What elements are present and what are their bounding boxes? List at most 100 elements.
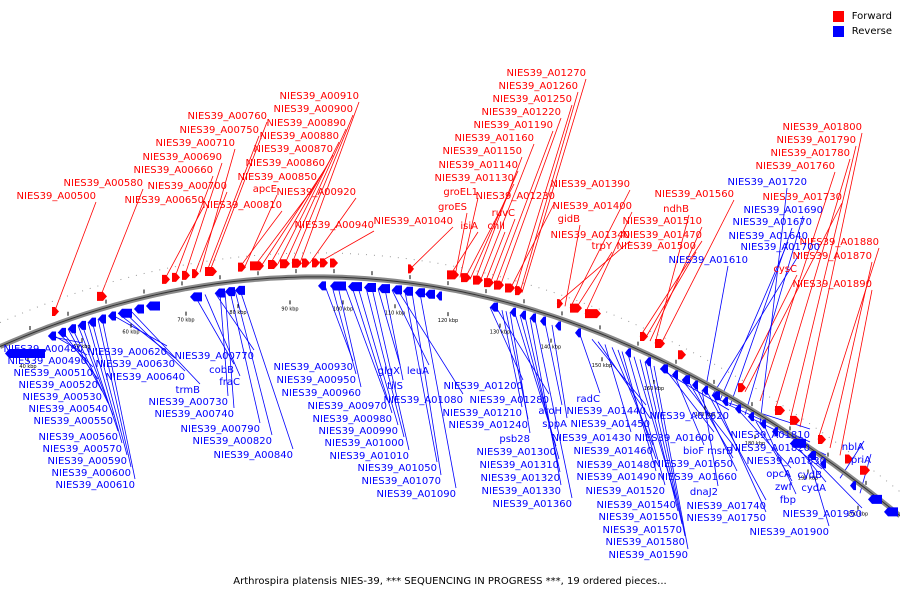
gene-label-nies39-a01820: NIES39_A01820 — [731, 443, 810, 454]
gene-label-nies39-a00530: NIES39_A00530 — [23, 392, 102, 403]
forward-gene-arrow — [494, 280, 504, 290]
gene-label-nies39-a01440: NIES39_A01440 — [567, 406, 646, 417]
label-leader-line — [815, 460, 863, 509]
gene-label-nies39-a01260: NIES39_A01260 — [499, 81, 578, 92]
gene-label-nies39-a01480: NIES39_A01480 — [577, 460, 656, 471]
reverse-gene-arrow — [625, 348, 631, 358]
gene-label-psb28: psb28 — [499, 434, 530, 445]
gene-label-frac: fraC — [219, 377, 240, 388]
label-leader-line — [799, 132, 863, 428]
gene-label-nies39-a00590: NIES39_A00590 — [48, 456, 127, 467]
map-caption: Arthrospira platensis NIES-39, *** SEQUE… — [233, 576, 667, 587]
forward-gene-arrow — [738, 383, 746, 393]
forward-gene-arrow — [330, 258, 338, 268]
label-leader-line — [291, 114, 354, 264]
gene-label-nies39-a01500: NIES39_A01500 — [617, 241, 696, 252]
forward-gene-arrow — [473, 275, 483, 285]
gene-label-nies39-a00700: NIES39_A00700 — [148, 181, 227, 192]
gene-label-nies39-a01550: NIES39_A01550 — [599, 512, 678, 523]
reverse-gene-arrow — [330, 281, 346, 291]
gene-label-nies39-a01670: NIES39_A01670 — [733, 217, 812, 228]
reverse-gene-arrow — [78, 320, 86, 330]
label-leader-line — [411, 292, 442, 476]
gene-label-pria: priA — [851, 455, 871, 466]
reverse-gene-arrow — [415, 288, 425, 298]
label-leader-line — [509, 201, 556, 290]
label-leader-line — [357, 286, 399, 426]
label-leader-line — [277, 141, 340, 265]
gene-label-nies39-a00750: NIES39_A00750 — [180, 125, 259, 136]
gene-label-nies39-a01610: NIES39_A01610 — [669, 255, 748, 266]
gene-label-nies39-a00600: NIES39_A00600 — [52, 468, 131, 479]
forward-gene-arrow — [860, 465, 870, 475]
gene-label-cydb: cydB — [797, 470, 822, 481]
gene-label-nies39-a01270: NIES39_A01270 — [507, 68, 586, 79]
label-leader-line — [81, 323, 119, 432]
label-leader-line — [649, 364, 686, 537]
reverse-gene-arrow — [520, 310, 526, 320]
gene-label-nies39-a00910: NIES39_A00910 — [280, 91, 359, 102]
gene-label-radc: radC — [576, 394, 600, 405]
forward-gene-arrow — [238, 262, 246, 272]
label-leader-line — [551, 324, 568, 419]
reverse-gene-arrow — [146, 301, 160, 311]
label-leader-line — [317, 230, 375, 264]
label-leader-line — [384, 289, 404, 381]
reverse-gene-arrow — [808, 450, 816, 460]
gene-label-nies39-a01400: NIES39_A01400 — [553, 201, 632, 212]
scale-tick-label: 60 kbp — [122, 330, 139, 336]
reverse-gene-arrow — [540, 316, 546, 326]
label-leader-line — [324, 285, 354, 362]
gene-label-nies39-a00940: NIES39_A00940 — [295, 220, 374, 231]
label-leader-line — [459, 197, 479, 278]
label-leader-line — [739, 411, 792, 469]
gene-label-cyda: cydA — [801, 483, 826, 494]
gene-label-nies39-a00690: NIES39_A00690 — [143, 152, 222, 163]
scale-tick-label: 50 kbp — [73, 344, 90, 350]
label-leader-line — [404, 291, 438, 463]
gene-label-nies39-a00900: NIES39_A00900 — [274, 104, 353, 115]
reverse-gene-arrow — [850, 481, 856, 491]
label-leader-line — [509, 312, 531, 434]
gene-label-nies39-a01430: NIES39_A01430 — [552, 433, 631, 444]
reverse-gene-arrow — [722, 396, 728, 406]
label-leader-line — [579, 334, 601, 394]
forward-gene-arrow — [447, 270, 459, 280]
gene-label-nies39-a01090: NIES39_A01090 — [377, 489, 456, 500]
reverse-gene-arrow — [672, 370, 678, 380]
gene-label-nies39-a01570: NIES39_A01570 — [603, 525, 682, 536]
forward-gene-arrow — [172, 272, 180, 282]
label-leader-line — [644, 361, 683, 525]
forward-gene-arrow — [585, 309, 601, 319]
gene-label-nies39-a00730: NIES39_A00730 — [149, 397, 228, 408]
gene-label-nies39-a01220: NIES39_A01220 — [482, 107, 561, 118]
reverse-gene-arrow — [530, 313, 536, 323]
gene-label-nies39-a01730: NIES39_A01730 — [763, 192, 842, 203]
label-leader-line — [67, 328, 103, 392]
label-leader-line — [774, 158, 851, 411]
label-leader-line — [371, 287, 410, 451]
scale-tick-label: 70 kbp — [177, 318, 194, 324]
reverse-gene-arrow — [88, 317, 96, 327]
label-leader-line — [744, 215, 804, 415]
gene-label-nbla: nblA — [842, 442, 864, 453]
gene-label-nies39-a01200: NIES39_A01200 — [444, 381, 523, 392]
label-leader-line — [474, 156, 523, 281]
label-leader-line — [653, 365, 689, 550]
label-leader-line — [719, 241, 789, 401]
gene-label-nies39-a01150: NIES39_A01150 — [443, 146, 522, 157]
label-leader-line — [61, 330, 99, 380]
label-leader-line — [209, 121, 268, 271]
gene-label-zwf: zwf — [775, 482, 792, 493]
gene-label-nies39-a01620: NIES39_A01620 — [650, 411, 729, 422]
reverse-gene-arrow — [660, 364, 668, 374]
scale-tick-label: 140 kbp — [541, 345, 561, 351]
gene-label-trmb: trmB — [176, 385, 201, 396]
label-leader-line — [534, 319, 573, 499]
label-leader-line — [199, 148, 236, 273]
label-leader-line — [829, 261, 873, 449]
scale-tick-label: 120 kbp — [438, 318, 458, 324]
scale-tick-label: 80 kbp — [229, 310, 246, 316]
reverse-gene-arrow — [702, 385, 708, 395]
gene-label-nies39-a01340: NIES39_A01340 — [551, 230, 630, 241]
